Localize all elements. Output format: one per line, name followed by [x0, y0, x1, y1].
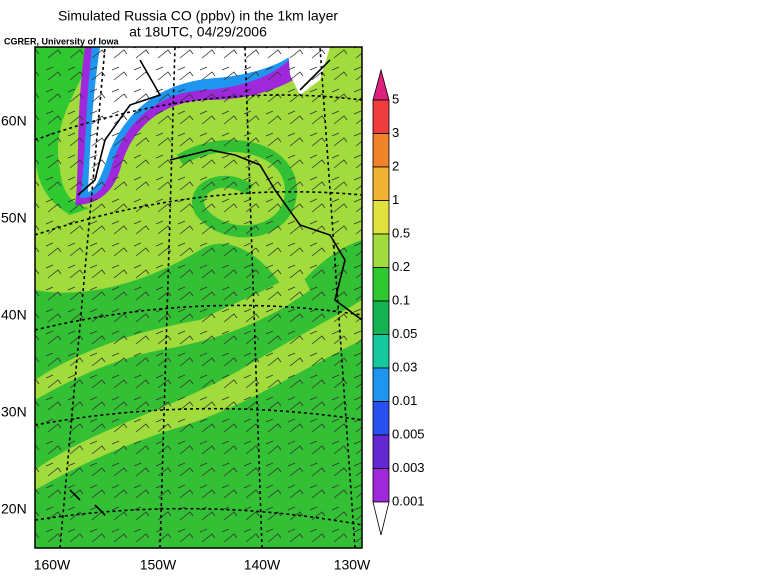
colorbar-label: 0.2 — [392, 259, 410, 274]
colorbar-box — [372, 200, 390, 235]
coastline — [69, 59, 362, 516]
graticule — [35, 190, 362, 236]
colorbar-box — [372, 468, 390, 503]
lat-label: 30N — [1, 404, 27, 420]
colorbar-box — [372, 133, 390, 168]
colorbar-box — [372, 233, 390, 268]
credit: CGRER, University of Iowa — [4, 36, 120, 46]
lat-label: 40N — [1, 307, 27, 323]
lon-label: 150W — [140, 557, 177, 573]
colorbar-box — [372, 166, 390, 201]
title-line: at 18UTC, 04/29/2006 — [129, 24, 267, 40]
graticule — [35, 304, 362, 331]
colorbar-label: 0.03 — [392, 359, 417, 374]
colorbar-label: 3 — [392, 125, 399, 140]
colorbar-box — [372, 434, 390, 469]
colorbar-cap — [372, 68, 390, 101]
colorbar-label: 0.005 — [392, 426, 425, 441]
map — [35, 47, 362, 548]
colorbar: 5 3 2 1 0.5 0.2 0.1 0.05 0.03 0.01 0.005 0.003 0.001 — [372, 68, 425, 536]
colorbar-label: 0.05 — [392, 326, 417, 341]
colorbar-label: 1 — [392, 192, 399, 207]
graticule — [35, 507, 362, 526]
lat-label: 60N — [1, 113, 27, 129]
colorbar-label: 0.1 — [392, 292, 410, 307]
colorbar-box — [372, 267, 390, 302]
map-frame — [34, 46, 363, 549]
graticule — [35, 407, 362, 426]
lon-label: 140W — [244, 557, 281, 573]
colorbar-label: 2 — [392, 158, 399, 173]
lat-labels: 60N 50N 40N 30N 20N — [1, 113, 27, 517]
lon-label: 160W — [34, 557, 71, 573]
colorbar-box — [372, 99, 390, 134]
title-line: Simulated Russia CO (ppbv) in the 1km la… — [58, 8, 338, 24]
colorbar-box — [372, 401, 390, 436]
colorbar-label: 0.003 — [392, 460, 425, 475]
colorbar-cap — [372, 501, 390, 536]
colorbar-box — [372, 367, 390, 402]
colorbar-label: 0.01 — [392, 393, 417, 408]
colorbar-label: 0.001 — [392, 493, 425, 508]
colorbar-box — [372, 300, 390, 335]
colorbar-label: 0.5 — [392, 225, 410, 240]
graticule — [35, 94, 362, 141]
lat-label: 50N — [1, 210, 27, 226]
wind-barbs — [35, 47, 362, 548]
lon-label: 130W — [334, 557, 371, 573]
colorbar-label: 5 — [392, 91, 399, 106]
lat-label: 20N — [1, 501, 27, 517]
lon-labels: 160W 150W 140W 130W — [34, 557, 371, 573]
colorbar-box — [372, 334, 390, 369]
